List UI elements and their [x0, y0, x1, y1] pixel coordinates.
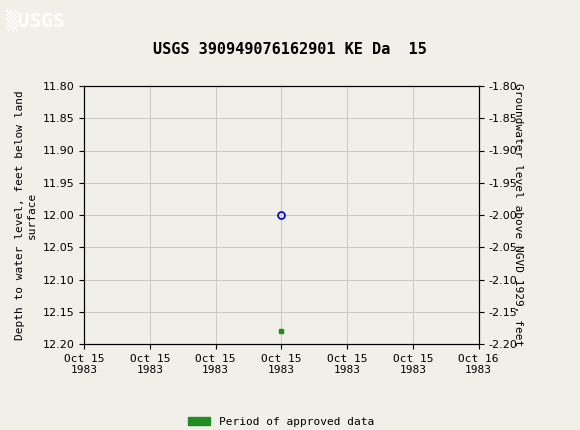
Legend: Period of approved data: Period of approved data: [184, 412, 379, 430]
Y-axis label: Depth to water level, feet below land
surface: Depth to water level, feet below land su…: [15, 90, 37, 340]
Text: USGS 390949076162901 KE Da  15: USGS 390949076162901 KE Da 15: [153, 42, 427, 57]
Y-axis label: Groundwater level above NGVD 1929, feet: Groundwater level above NGVD 1929, feet: [513, 83, 523, 347]
Text: ▒USGS: ▒USGS: [6, 9, 64, 31]
